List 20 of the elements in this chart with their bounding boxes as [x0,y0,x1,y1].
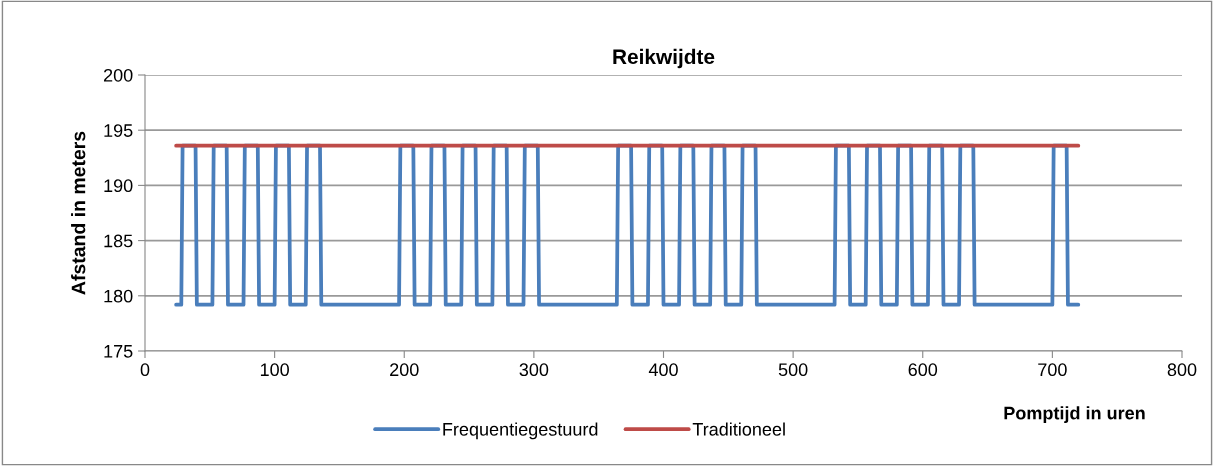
x-tick-label: 500 [778,363,808,377]
x-tick-label: 0 [140,363,150,377]
y-tick-label: 200 [103,68,133,82]
x-tick-label: 200 [390,363,419,377]
y-tick-label: 185 [104,234,133,248]
y-tick-label: 190 [104,179,133,193]
y-tick-label: 195 [104,124,133,137]
legend-label: Traditioneel [692,422,785,436]
legend-label: Frequentiegestuurd [443,422,598,440]
x-tick-label: 600 [908,363,938,377]
y-tick-label: 180 [104,289,133,303]
y-tick-label: 175 [104,345,133,358]
y-axis-title: Afstand in meters [71,131,86,295]
x-tick-label: 800 [1167,363,1197,377]
x-tick-label: 400 [648,363,678,377]
x-axis-title: Pomptijd in uren [1004,406,1145,424]
x-tick-label: 300 [519,363,549,377]
chart-title: Reikwijdte [613,48,715,69]
x-tick-label: 100 [260,363,289,377]
x-tick-label: 700 [1038,363,1067,377]
